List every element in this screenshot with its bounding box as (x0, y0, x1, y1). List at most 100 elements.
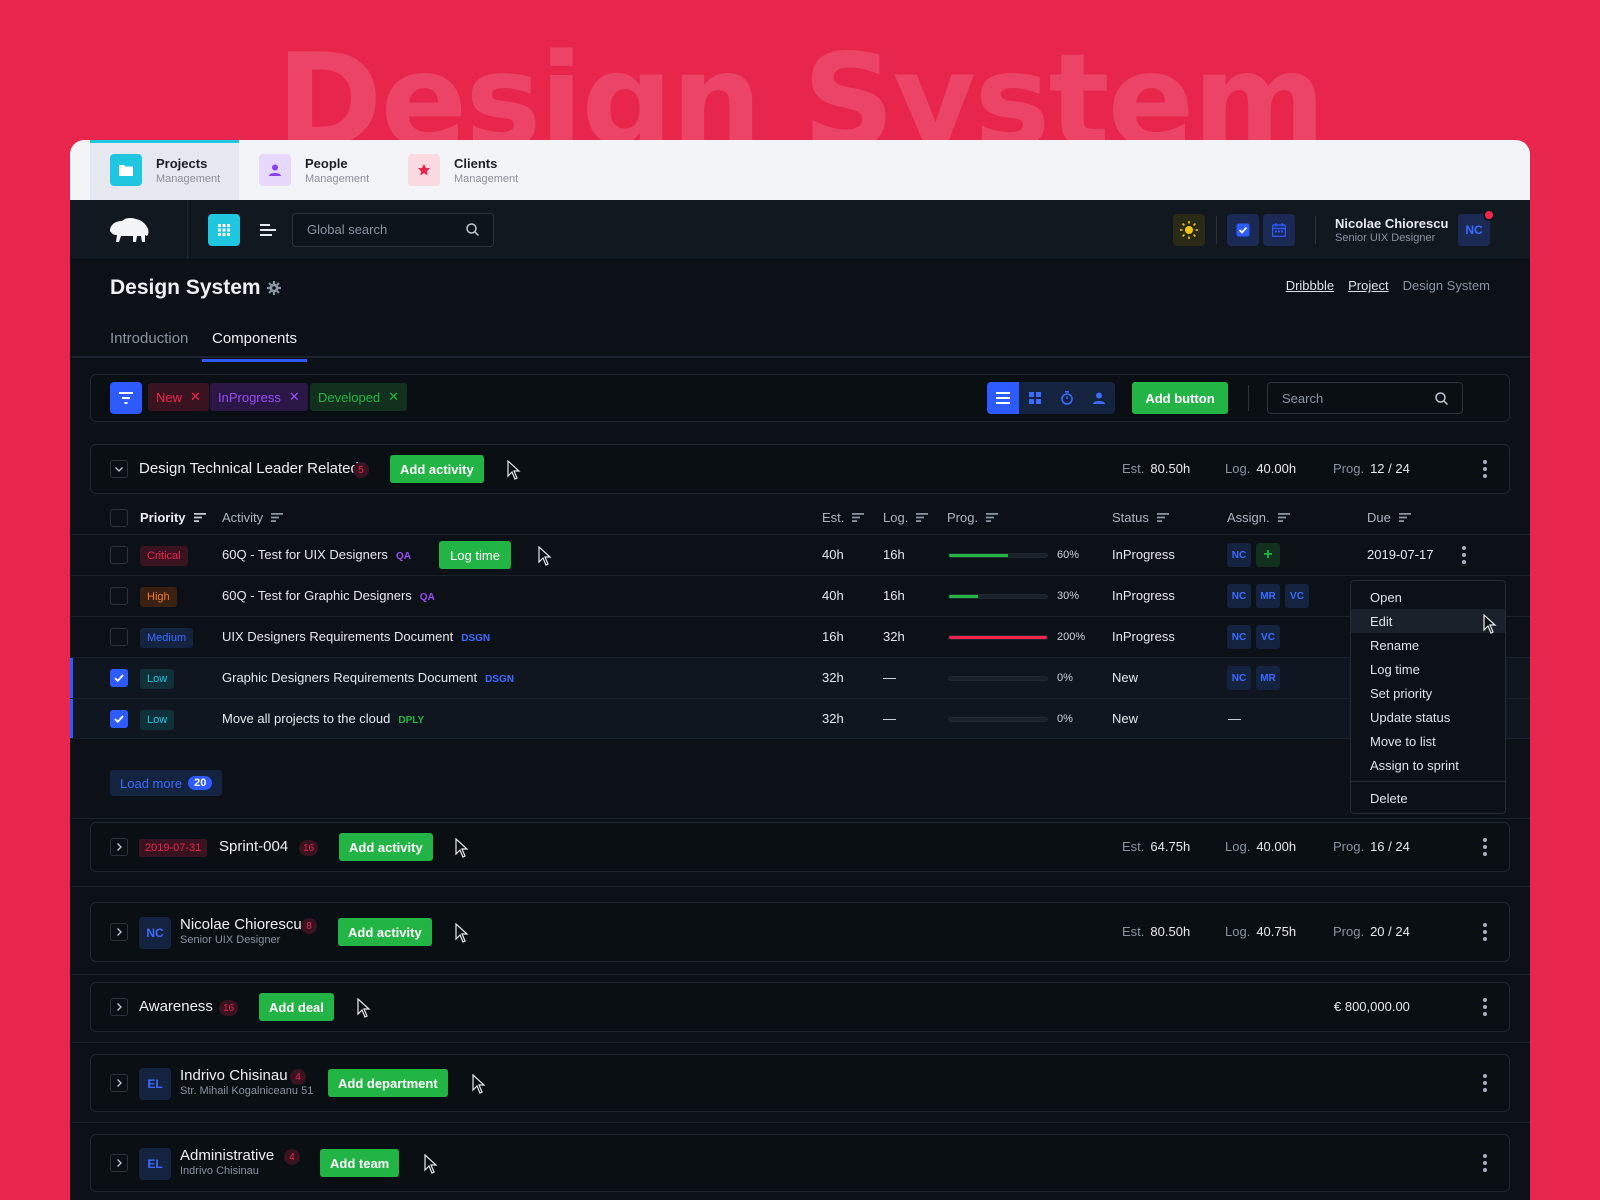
log-time-button[interactable]: Log time (439, 541, 511, 569)
assignee-avatar[interactable]: VC (1256, 625, 1280, 649)
activity-name[interactable]: 60Q - Test for Graphic Designers (222, 588, 412, 603)
more-options-icon[interactable] (1475, 837, 1495, 857)
expand-chevron-icon[interactable] (110, 923, 128, 941)
search-input[interactable]: Search (1267, 382, 1463, 414)
header-log[interactable]: Log. (883, 510, 929, 525)
log-label: Log. (1225, 924, 1251, 939)
add-assignee-plus-icon[interactable]: + (1256, 543, 1280, 567)
add-activity-button[interactable]: Add activity (339, 833, 433, 861)
collapse-chevron-icon[interactable] (110, 460, 128, 478)
expand-chevron-icon[interactable] (110, 998, 128, 1016)
menu-item-open[interactable]: Open (1370, 589, 1402, 605)
tab-clients[interactable]: Clients Management (388, 140, 537, 200)
breadcrumb-project[interactable]: Project (1348, 278, 1389, 293)
filter-chip-inprogress[interactable]: InProgress ✕ (210, 383, 308, 411)
expand-chevron-icon[interactable] (110, 838, 128, 856)
filter-button[interactable] (110, 382, 142, 414)
assignee-avatar[interactable]: NC (1227, 584, 1251, 608)
menu-item-rename[interactable]: Rename (1370, 637, 1420, 653)
row-checkbox[interactable] (110, 546, 128, 564)
organization-avatar[interactable]: EL (139, 1148, 171, 1180)
more-options-icon[interactable] (1475, 997, 1495, 1017)
header-status[interactable]: Status (1112, 510, 1169, 525)
close-icon[interactable]: ✕ (388, 389, 400, 404)
menu-item-log-time[interactable]: Log time (1370, 661, 1420, 677)
activity-name[interactable]: Graphic Designers Requirements Document (222, 670, 478, 685)
apps-grid-button[interactable] (208, 213, 240, 246)
more-options-icon[interactable] (1475, 1073, 1495, 1093)
timer-view-button[interactable] (1051, 382, 1083, 414)
add-button[interactable]: Add button (1132, 382, 1228, 414)
theme-toggle-button[interactable] (1173, 214, 1205, 246)
table-row[interactable]: Low Graphic Designers Requirements Docum… (70, 657, 1530, 698)
more-options-icon[interactable] (1475, 922, 1495, 942)
grid-view-button[interactable] (1019, 382, 1051, 414)
filter-bar: New ✕ InProgress ✕ Developed ✕ Add button S… (90, 374, 1510, 422)
priority-badge: Critical (140, 546, 188, 566)
menu-item-move-to-list[interactable]: Move to list (1370, 733, 1436, 749)
people-view-button[interactable] (1083, 382, 1115, 414)
user-avatar[interactable]: NC (139, 917, 171, 949)
header-due[interactable]: Due (1367, 510, 1411, 525)
table-row[interactable]: Critical 60Q - Test for UIX Designers QA … (70, 534, 1530, 575)
assignee-avatar[interactable]: MR (1256, 584, 1280, 608)
assignee-avatar[interactable]: NC (1227, 625, 1251, 649)
row-checkbox-checked[interactable] (110, 710, 128, 728)
more-options-icon[interactable] (1475, 1153, 1495, 1173)
load-more-button[interactable]: Load more 20 (110, 770, 223, 796)
table-row[interactable]: High 60Q - Test for Graphic Designers QA … (70, 575, 1530, 616)
assignee-avatar[interactable]: NC (1227, 666, 1251, 690)
header-activity[interactable]: Activity (222, 510, 284, 525)
settings-gear-icon[interactable] (266, 281, 281, 295)
menu-item-assign-to-sprint[interactable]: Assign to sprint (1370, 757, 1459, 773)
global-search-input[interactable]: Global search (292, 212, 494, 247)
table-row[interactable]: Medium UIX Designers Requirements Docume… (70, 616, 1530, 657)
expand-chevron-icon[interactable] (110, 1154, 128, 1172)
assignee-avatar[interactable]: MR (1256, 666, 1280, 690)
assignee-avatar[interactable]: NC (1227, 543, 1251, 567)
activity-cell: UIX Designers Requirements Document DSGN (222, 629, 490, 644)
tab-introduction[interactable]: Introduction (110, 330, 189, 347)
tab-projects[interactable]: Projects Management (90, 140, 239, 200)
add-activity-button[interactable]: Add activity (338, 918, 432, 946)
filter-chip-developed[interactable]: Developed ✕ (310, 383, 408, 411)
more-options-icon[interactable] (1475, 459, 1495, 479)
activity-name[interactable]: Move all projects to the cloud (222, 711, 391, 726)
header-assign[interactable]: Assign. (1227, 510, 1290, 525)
bison-logo-icon[interactable] (70, 200, 188, 259)
add-deal-button[interactable]: Add deal (259, 993, 334, 1021)
menu-item-update-status[interactable]: Update status (1370, 709, 1451, 725)
header-est[interactable]: Est. (822, 510, 865, 525)
tasks-button[interactable] (1227, 214, 1259, 246)
filter-chip-new[interactable]: New ✕ (148, 383, 209, 411)
row-checkbox[interactable] (110, 587, 128, 605)
menu-item-delete[interactable]: Delete (1370, 790, 1408, 806)
tab-people[interactable]: People Management (239, 140, 388, 200)
add-team-button[interactable]: Add team (320, 1149, 400, 1177)
add-department-button[interactable]: Add department (328, 1069, 448, 1097)
breadcrumb-dribbble[interactable]: Dribbble (1285, 278, 1335, 293)
header-label: Log. (883, 510, 909, 525)
row-more-options-icon[interactable] (1454, 545, 1474, 565)
expand-chevron-icon[interactable] (110, 1074, 128, 1092)
close-icon[interactable]: ✕ (190, 389, 201, 404)
activity-name[interactable]: 60Q - Test for UIX Designers (222, 547, 388, 562)
tab-components[interactable]: Components (202, 330, 308, 362)
table-row[interactable]: Low Move all projects to the cloud DPLY 3… (70, 698, 1530, 739)
header-priority[interactable]: Priority (140, 510, 206, 525)
list-view-button[interactable] (987, 382, 1019, 414)
select-all-checkbox[interactable] (110, 509, 128, 527)
assignee-avatar[interactable]: VC (1285, 584, 1309, 608)
menu-item-set-priority[interactable]: Set priority (1370, 685, 1433, 701)
activity-name[interactable]: UIX Designers Requirements Document (222, 629, 454, 644)
close-icon[interactable]: ✕ (288, 389, 300, 404)
organization-avatar[interactable]: EL (139, 1068, 171, 1100)
calendar-button[interactable] (1263, 214, 1295, 246)
menu-toggle-button[interactable] (256, 218, 280, 242)
header-prog[interactable]: Prog. (947, 510, 999, 525)
row-checkbox[interactable] (110, 628, 128, 646)
search-icon (1435, 391, 1448, 405)
menu-item-edit[interactable]: Edit (1351, 609, 1505, 633)
row-checkbox-checked[interactable] (110, 669, 128, 687)
add-activity-button[interactable]: Add activity (390, 455, 484, 483)
